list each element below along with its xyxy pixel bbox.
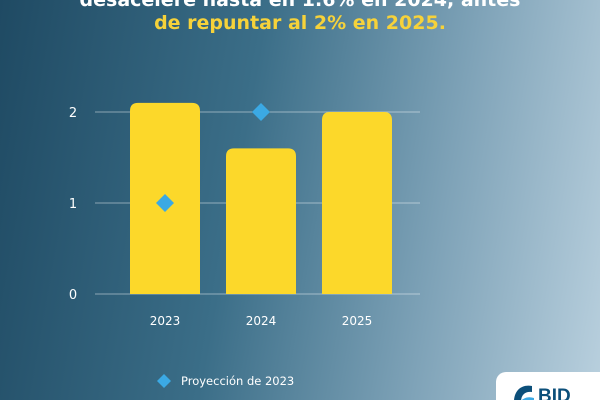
marker-proyeccion-2024: [252, 103, 270, 121]
bid-logo-mark: BID: [514, 385, 571, 400]
bar-2024: [226, 148, 296, 294]
y-tick-label-1: 1: [69, 197, 77, 212]
legend-marker-diamond: [157, 374, 171, 388]
legend-label-proyeccion: Proyección de 2023: [181, 374, 294, 388]
bid-logo: BID: [496, 372, 600, 400]
x-label-2023: 2023: [150, 314, 181, 328]
y-tick-label-2: 2: [69, 106, 77, 121]
x-label-2024: 2024: [246, 314, 277, 328]
bar-2025: [322, 112, 392, 294]
logo-text: BID: [538, 386, 571, 400]
marker-proyeccion-2023: [156, 194, 174, 212]
x-label-2025: 2025: [342, 314, 373, 328]
y-tick-label-0: 0: [69, 288, 77, 303]
title-line-2: de repuntar al 2% en 2025.: [154, 12, 446, 34]
title-line-1: desacelere hasta en 1.6% en 2024, antes: [79, 0, 521, 11]
